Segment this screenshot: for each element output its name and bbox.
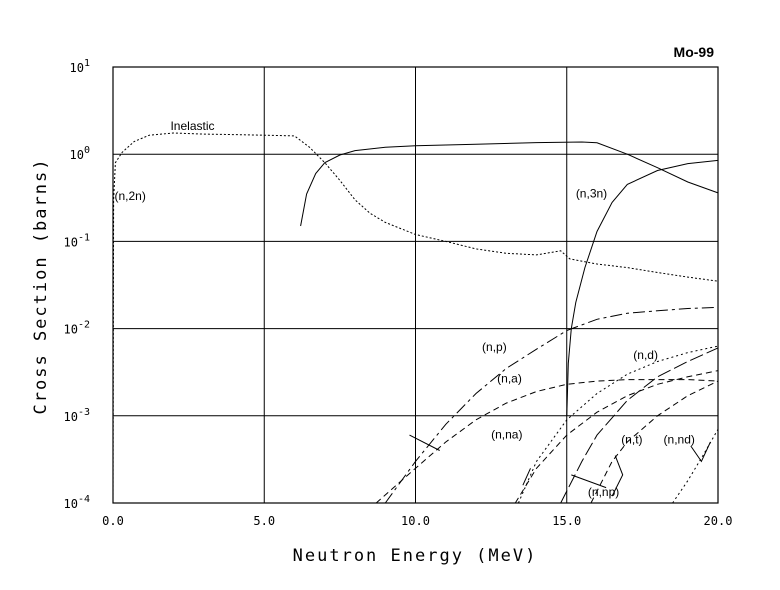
series-line-n-na bbox=[517, 345, 719, 504]
x-tick-label: 10.0 bbox=[401, 514, 430, 528]
annotation-leader-line bbox=[409, 434, 440, 451]
annotation-leader-line bbox=[611, 455, 624, 497]
series-line-n-d bbox=[560, 347, 719, 504]
x-tick-label: 15.0 bbox=[552, 514, 581, 528]
series-line-n-2n bbox=[300, 141, 719, 227]
series-annotation: (n,p) bbox=[482, 340, 507, 354]
annotations: Inelastic (n,2n) (n,3n) (n,p) (n,a) (n,d) (n,n… bbox=[115, 119, 711, 499]
series-annotation: (n,np) bbox=[588, 485, 619, 499]
series-annotation: (n,na) bbox=[491, 427, 522, 441]
grid bbox=[113, 67, 718, 503]
y-tick-label: 10-4 bbox=[64, 494, 91, 511]
y-tick-label: 10-3 bbox=[64, 407, 91, 424]
x-axis-label: Neutron Energy (MeV) bbox=[293, 546, 538, 566]
series-annotation: (n,nd) bbox=[664, 433, 695, 447]
y-tick-label: 100 bbox=[70, 145, 90, 162]
series-line-n-p bbox=[384, 306, 719, 504]
series-line-n-t bbox=[590, 380, 719, 504]
x-tick-label: 0.0 bbox=[102, 514, 124, 528]
y-axis-ticks: 101 100 10-1 10-2 10-3 10-4 bbox=[64, 58, 91, 511]
y-axis-label: Cross Section (barns) bbox=[31, 158, 51, 415]
y-tick-label: 10-1 bbox=[64, 232, 91, 249]
x-tick-label: 5.0 bbox=[253, 514, 275, 528]
series-line-n-3n bbox=[566, 159, 719, 416]
series-line-n-np bbox=[514, 370, 719, 504]
y-tick-label: 10-2 bbox=[64, 320, 91, 337]
series-annotation: (n,a) bbox=[497, 372, 522, 386]
x-axis-ticks: 0.0 5.0 10.0 15.0 20.0 bbox=[102, 514, 732, 528]
y-tick-label: 101 bbox=[70, 58, 90, 75]
annotation-leader-line bbox=[690, 441, 711, 463]
series-annotation: (n,2n) bbox=[115, 189, 146, 203]
series-annotation: (n,3n) bbox=[576, 186, 607, 200]
annotation-leader-line bbox=[522, 468, 531, 486]
plot-frame bbox=[112, 66, 719, 504]
series-annotation: (n,d) bbox=[633, 348, 658, 362]
chart-title: Mo-99 bbox=[674, 44, 715, 60]
annotation-leader-line bbox=[571, 474, 607, 489]
series-annotation: Inelastic bbox=[170, 119, 214, 133]
series-annotation: (n,t) bbox=[621, 433, 642, 447]
x-tick-label: 20.0 bbox=[704, 514, 733, 528]
series-line-n-a bbox=[375, 379, 719, 504]
